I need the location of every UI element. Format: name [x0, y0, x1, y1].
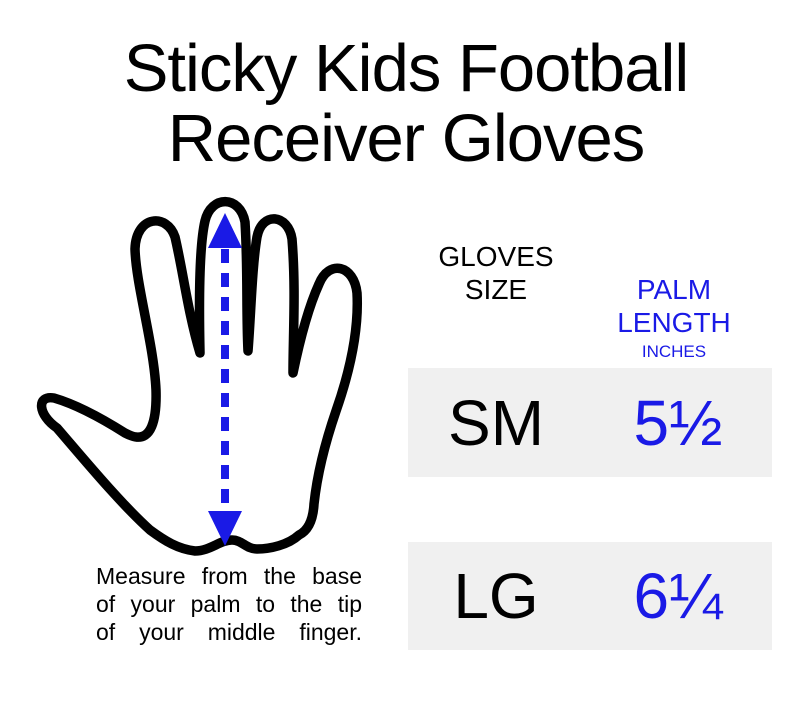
page-title: Sticky Kids Football Receiver Gloves: [123, 31, 690, 176]
column-header-gloves-size: GLOVES SIZE: [438, 241, 554, 305]
arrow-down-head: [208, 511, 242, 546]
palm-length-label: PALM LENGTH: [617, 274, 731, 338]
measure-arrow-icon: [208, 213, 242, 546]
hand-outline: [36, 196, 363, 556]
table-row-sm: SM 5½: [408, 368, 772, 477]
arrow-up-head: [208, 213, 242, 248]
inches-unit-label: INCHES: [641, 342, 707, 361]
size-cell: LG: [453, 560, 539, 632]
instruction-line: of your palm to the tip: [96, 591, 362, 617]
hand-outline-illustration: [36, 196, 363, 556]
instruction-line: of your middle finger.: [96, 619, 362, 645]
size-cell: SM: [448, 386, 544, 459]
column-header-palm-length: PALM LENGTH INCHES: [584, 240, 764, 396]
measurement-instructions: Measure from the base of your palm to th…: [96, 562, 362, 646]
table-row-lg: LG 6¼: [408, 542, 772, 650]
palm-length-cell: 6¼: [633, 560, 723, 632]
palm-length-cell: 5½: [633, 386, 723, 459]
instruction-line: Measure from the base: [96, 563, 362, 589]
